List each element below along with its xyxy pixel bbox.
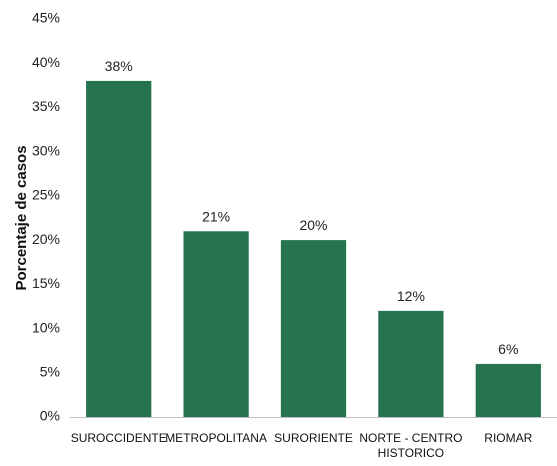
bar (378, 310, 444, 417)
category-label-line: METROPOLITANA (165, 431, 267, 445)
y-tick-labels: 0% 5% 10% 15% 20% 25% 30% 35% 40% 45% (32, 10, 60, 424)
data-labels: 38% 21% 20% 12% 6% (105, 58, 519, 357)
category-label-line: NORTE - CENTRO (359, 431, 462, 445)
bar (280, 240, 347, 417)
y-tick-label: 35% (32, 98, 60, 114)
category-label: SURORIENTE (274, 431, 353, 445)
bar (86, 80, 152, 418)
data-label: 12% (397, 288, 425, 304)
bar (475, 363, 541, 417)
y-tick-label: 25% (32, 187, 60, 203)
data-label: 38% (105, 58, 133, 74)
data-label: 20% (299, 217, 327, 233)
bar (183, 231, 249, 417)
data-label: 21% (202, 208, 230, 224)
category-label-line: SURORIENTE (274, 431, 353, 445)
category-label: NORTE - CENTRO HISTORICO (359, 431, 462, 460)
y-tick-label: 0% (40, 408, 60, 424)
category-label: SUROCCIDENTE (71, 431, 167, 445)
y-axis-label-group: Porcentaje de casos (13, 145, 30, 290)
y-tick-label: 10% (32, 319, 60, 335)
category-label-line: HISTORICO (378, 446, 444, 460)
y-tick-label: 45% (32, 10, 60, 26)
y-tick-label: 40% (32, 54, 60, 70)
y-tick-label: 30% (32, 142, 60, 158)
category-label-line: RIOMAR (484, 431, 532, 445)
y-tick-label: 15% (32, 275, 60, 291)
category-label: METROPOLITANA (165, 431, 267, 445)
y-axis-label: Porcentaje de casos (13, 145, 30, 290)
category-label-line: SUROCCIDENTE (71, 431, 167, 445)
category-label: RIOMAR (484, 431, 532, 445)
bars (86, 80, 541, 418)
data-label: 6% (498, 341, 518, 357)
y-tick-label: 20% (32, 231, 60, 247)
y-tick-label: 5% (40, 363, 60, 379)
